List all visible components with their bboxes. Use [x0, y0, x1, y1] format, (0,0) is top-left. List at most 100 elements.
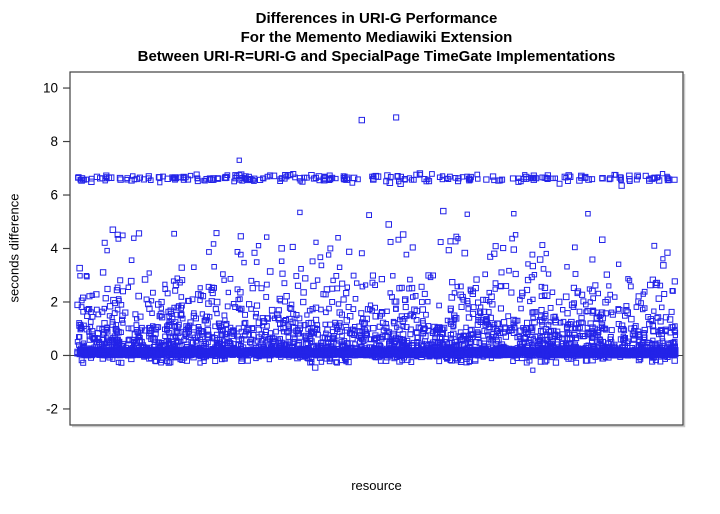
data-point — [538, 307, 545, 314]
data-point — [637, 356, 644, 362]
data-point — [160, 173, 166, 180]
data-point — [465, 314, 473, 321]
data-point — [468, 331, 475, 338]
data-point — [95, 335, 101, 342]
data-point — [671, 278, 678, 285]
data-point — [335, 350, 341, 356]
data-point — [447, 332, 455, 339]
data-point — [485, 309, 492, 315]
data-point — [659, 304, 665, 311]
data-point — [494, 320, 502, 328]
data-point — [383, 324, 390, 331]
data-point — [376, 342, 383, 349]
data-point — [119, 316, 125, 323]
data-point — [599, 175, 606, 182]
data-point — [566, 331, 573, 338]
data-point — [290, 310, 297, 317]
data-point — [582, 357, 589, 364]
data-point — [407, 312, 413, 319]
data-point — [387, 239, 394, 245]
data-point — [618, 182, 625, 189]
data-point — [379, 336, 385, 342]
data-point — [208, 298, 215, 305]
data-point — [235, 296, 241, 303]
data-point — [358, 250, 365, 257]
data-point — [189, 296, 196, 303]
data-point — [632, 346, 638, 352]
data-point — [540, 266, 547, 272]
data-point — [475, 347, 482, 354]
data-point — [241, 259, 247, 266]
data-point — [457, 291, 464, 299]
data-point — [447, 238, 454, 245]
data-point — [387, 174, 394, 180]
data-point — [74, 348, 81, 356]
data-point — [190, 354, 197, 361]
data-point — [251, 249, 258, 256]
data-point — [335, 322, 342, 329]
data-point — [317, 254, 324, 261]
data-point — [127, 277, 135, 285]
data-point — [560, 307, 566, 313]
data-point — [84, 313, 90, 319]
data-point — [311, 325, 319, 332]
data-point — [510, 246, 518, 253]
data-point — [379, 309, 385, 315]
data-point — [143, 296, 150, 303]
data-point — [493, 333, 499, 340]
data-point — [635, 174, 641, 180]
data-point — [191, 324, 197, 331]
data-point — [264, 315, 271, 322]
data-point — [237, 307, 244, 313]
data-point — [635, 293, 642, 300]
data-point — [163, 354, 170, 361]
data-point — [252, 313, 259, 320]
data-point — [213, 298, 221, 306]
data-point — [410, 294, 416, 300]
data-point — [76, 334, 83, 340]
data-point — [194, 175, 201, 182]
data-point — [178, 346, 184, 353]
data-point — [506, 347, 513, 353]
data-point — [97, 175, 104, 182]
data-point — [81, 342, 88, 349]
data-point — [665, 340, 672, 347]
data-point — [167, 319, 174, 326]
data-point — [227, 324, 234, 331]
data-point — [539, 340, 547, 348]
data-point — [360, 320, 367, 327]
data-point — [100, 332, 107, 339]
data-point — [237, 233, 244, 240]
data-point — [666, 316, 674, 323]
data-point — [537, 358, 544, 365]
data-point — [470, 304, 477, 311]
data-point — [393, 114, 400, 121]
data-point — [253, 302, 261, 309]
data-point — [128, 355, 135, 363]
data-point — [491, 177, 497, 184]
data-point — [344, 174, 351, 182]
data-point — [302, 354, 309, 360]
data-point — [248, 306, 254, 312]
data-point — [599, 236, 606, 243]
data-point — [80, 359, 87, 366]
data-point — [469, 310, 477, 317]
data-point — [119, 346, 127, 354]
data-point — [599, 175, 605, 182]
data-point — [129, 345, 136, 351]
data-point — [427, 354, 433, 360]
data-point — [308, 319, 315, 326]
data-point — [253, 355, 259, 362]
data-point — [459, 174, 466, 180]
data-point — [587, 320, 594, 327]
data-point — [332, 319, 338, 326]
data-point — [267, 172, 274, 179]
data-point — [180, 174, 187, 181]
data-point — [536, 256, 544, 263]
data-point — [292, 174, 298, 181]
data-point — [220, 271, 226, 277]
data-point — [529, 251, 536, 258]
data-point — [120, 288, 126, 295]
data-point — [396, 178, 402, 185]
data-point — [524, 319, 531, 326]
